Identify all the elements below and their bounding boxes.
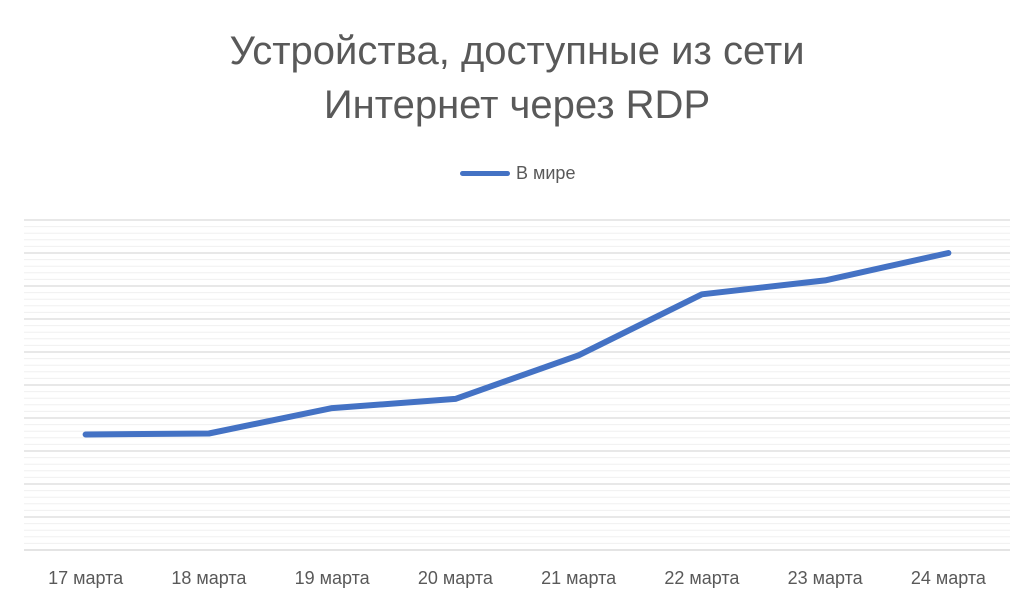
x-axis-labels: 17 марта 18 марта 19 марта 20 марта 21 марта… (48, 568, 987, 588)
x-tick-label: 21 марта (541, 568, 617, 588)
x-tick-label: 20 марта (418, 568, 494, 588)
series-line (82, 250, 952, 438)
chart-title-line-1: Устройства, доступные из сети (229, 29, 805, 73)
x-tick-label: 17 марта (48, 568, 124, 588)
x-tick-label: 22 марта (664, 568, 740, 588)
x-tick-label: 23 марта (788, 568, 864, 588)
x-tick-label: 18 марта (171, 568, 247, 588)
chart-title-line-2: Интернет через RDP (323, 83, 711, 127)
gridlines (24, 219, 1010, 551)
legend-label: В мире (516, 162, 576, 183)
x-tick-label: 19 марта (295, 568, 371, 588)
chart-title: Устройства, доступные из сети Интернет ч… (0, 24, 1034, 132)
legend-swatch (460, 170, 510, 176)
legend: В мире (460, 160, 575, 186)
x-tick-label: 24 марта (911, 568, 987, 588)
series-group (82, 250, 952, 438)
